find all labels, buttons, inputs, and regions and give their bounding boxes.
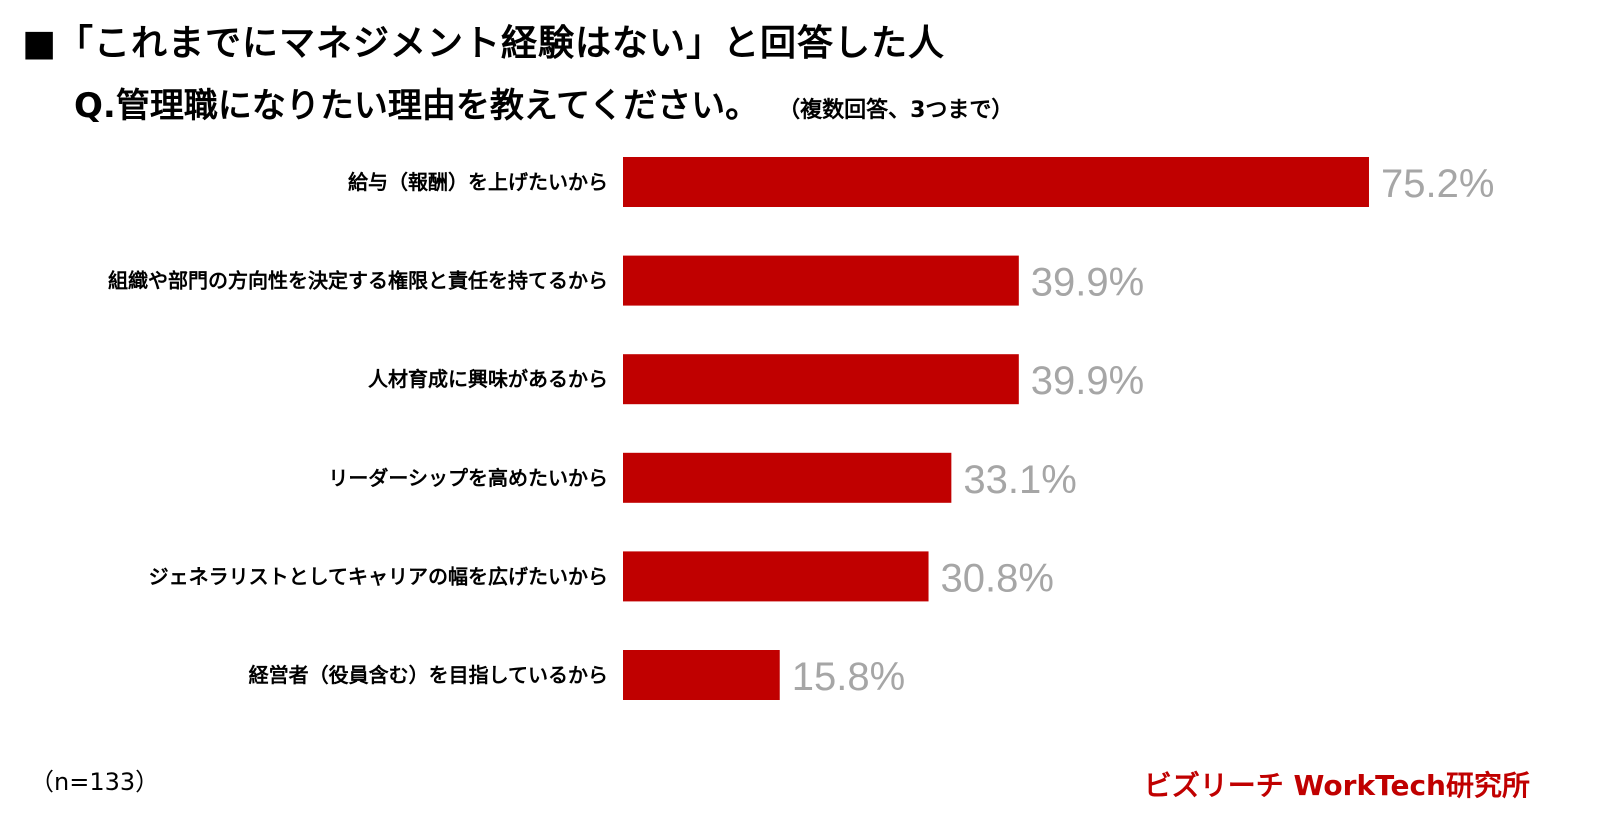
value-label: 39.9% xyxy=(1031,359,1144,403)
bar xyxy=(623,452,952,503)
bar xyxy=(623,551,929,602)
question-note: （複数回答、3つまで） xyxy=(789,98,1014,123)
value-label: 39.9% xyxy=(1031,261,1144,305)
sample-size: （n=133） xyxy=(30,768,160,796)
category-label: 人材育成に興味があるから xyxy=(368,367,608,391)
category-label: 組織や部門の方向性を決定する権限と責任を持てるから xyxy=(108,269,608,293)
value-label: 30.8% xyxy=(941,556,1054,600)
value-label: 33.1% xyxy=(963,458,1076,502)
question: Q.管理職になりたい理由を教えてください。 （複数回答、3つまで） xyxy=(74,78,1013,127)
bar xyxy=(623,255,1019,306)
brand-logo: ビズリーチ WorkTech研究所 xyxy=(1143,769,1530,802)
category-label: 給与（報酬）を上げたいから xyxy=(348,170,608,194)
bar xyxy=(623,157,1369,207)
bar xyxy=(623,354,1019,405)
chart-title: ■「これまでにマネジメント経験はない」と回答した人 xyxy=(22,23,946,64)
question-text: Q.管理職になりたい理由を教えてください。 xyxy=(74,86,760,126)
category-label: 経営者（役員含む）を目指しているから xyxy=(249,663,608,687)
bar xyxy=(623,650,780,700)
value-label: 75.2% xyxy=(1381,162,1494,206)
category-label: ジェネラリストとしてキャリアの幅を広げたいから xyxy=(149,564,608,588)
category-label: リーダーシップを高めたいから xyxy=(328,466,608,490)
value-label: 15.8% xyxy=(792,655,905,699)
